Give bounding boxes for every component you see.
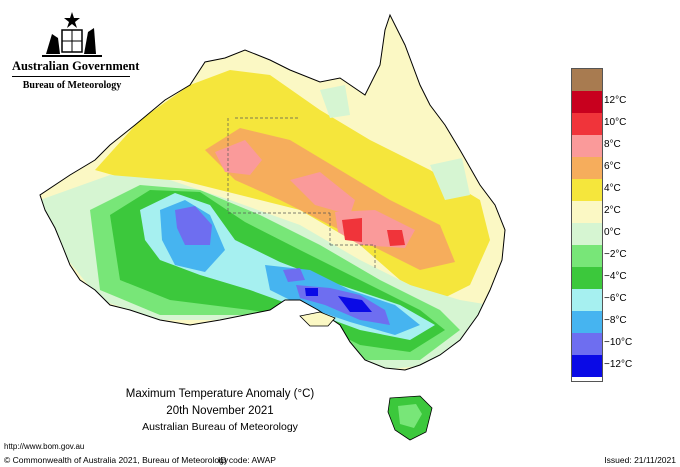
id-code: ID code: AWAP <box>218 455 276 465</box>
legend-label: 2°C <box>604 205 621 216</box>
legend-label: −2°C <box>604 249 627 260</box>
legend-swatch <box>572 135 602 157</box>
kangaroo-island <box>299 311 336 327</box>
legend-swatch <box>572 179 602 201</box>
anomaly-band-minus-12-b <box>338 296 372 312</box>
header-divider <box>12 76 130 77</box>
legend-swatch <box>572 333 602 355</box>
anomaly-band-minus-10-12-a <box>283 268 305 282</box>
map-organisation: Australian Bureau of Meteorology <box>142 421 298 433</box>
anomaly-band-plus-6-8-west <box>215 140 262 175</box>
website-url[interactable]: http://www.bom.gov.au <box>4 442 85 451</box>
anomaly-band-minus-0-2-north <box>320 85 350 118</box>
anomaly-band-plus-8-10-a <box>342 218 362 242</box>
legend-swatch <box>572 223 602 245</box>
legend-swatch <box>572 311 602 333</box>
legend-swatch <box>572 245 602 267</box>
legend-label: −10°C <box>604 337 633 348</box>
legend-swatch <box>572 69 602 91</box>
legend-swatch <box>572 355 602 377</box>
legend-swatch <box>572 157 602 179</box>
government-title: Australian Government <box>12 59 140 73</box>
legend-label: 4°C <box>604 183 621 194</box>
anomaly-band-minus-10-12-b <box>296 285 390 325</box>
coat-of-arms-icon <box>42 12 102 57</box>
legend-swatch <box>572 267 602 289</box>
legend-label: −6°C <box>604 293 627 304</box>
map-title: Maximum Temperature Anomaly (°C) <box>125 388 315 400</box>
issued-date: Issued: 21/11/2021 <box>604 455 676 465</box>
anomaly-band-minus-0-2-east <box>430 158 470 200</box>
temperature-legend <box>571 68 603 382</box>
legend-label: −12°C <box>604 359 633 370</box>
legend-label: −4°C <box>604 271 627 282</box>
anomaly-band-minus-10-12-west <box>175 206 212 245</box>
legend-swatch <box>572 201 602 223</box>
state-boundaries <box>227 117 376 270</box>
legend-swatch <box>572 289 602 311</box>
anomaly-band-plus-6-8-central <box>290 172 355 215</box>
legend-label: 10°C <box>604 117 627 128</box>
copyright-notice: © Commonwealth of Australia 2021, Bureau… <box>4 455 229 465</box>
legend-swatch <box>572 113 602 135</box>
legend-label: 0°C <box>604 227 621 238</box>
map-date: 20th November 2021 <box>166 405 274 417</box>
legend-label: 12°C <box>604 95 627 106</box>
anomaly-band-minus-12-a <box>305 288 318 296</box>
legend-label: −8°C <box>604 315 627 326</box>
anomaly-band-plus-8-10-b <box>387 230 405 246</box>
legend-swatch <box>572 91 602 113</box>
legend-label: 8°C <box>604 139 621 150</box>
tasmania-inner-band <box>398 404 422 428</box>
legend-label: 6°C <box>604 161 621 172</box>
department-name: Bureau of Meteorology <box>22 80 122 91</box>
